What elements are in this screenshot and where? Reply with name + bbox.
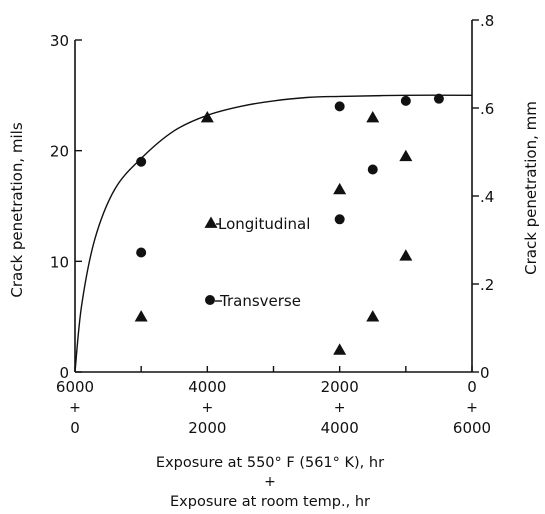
legend: Longitudinal Transverse	[204, 215, 310, 310]
point-transverse	[433, 93, 444, 104]
point-longitudinal	[366, 310, 380, 322]
point-transverse	[334, 101, 345, 112]
x-tick-label-bottom: 6000	[453, 419, 491, 437]
point-transverse	[136, 247, 147, 258]
legend-marker-longitudinal	[204, 216, 221, 228]
tick-labels: 0 10 20 30 0 .2 .4 .6 .8 6000 +0 4000 +2000 2000 +4000…	[50, 12, 494, 437]
y-axis-title-right: Crack penetration, mm	[522, 101, 540, 275]
y-left-tick-label: 30	[50, 32, 69, 50]
y-left-tick-label: 20	[50, 143, 69, 161]
legend-marker-transverse	[205, 295, 222, 305]
x-axis-title-secondary: Exposure at room temp., hr	[170, 494, 370, 510]
tick-marks	[74, 19, 479, 373]
x-axis-title-plus: +	[264, 474, 276, 490]
y-right-tick-label: .2	[480, 276, 494, 294]
point-transverse	[367, 164, 378, 175]
point-longitudinal	[333, 182, 347, 195]
point-longitudinal	[333, 343, 347, 355]
legend-triangle-icon	[204, 216, 218, 228]
fit-curve	[74, 94, 473, 373]
x-tick-label-top: 6000	[56, 378, 94, 396]
x-tick-label-bottom: 2000	[188, 419, 226, 437]
x-tick-label-plus: +	[69, 400, 81, 416]
x-tick-label-bottom: 0	[70, 419, 80, 437]
axes	[74, 20, 473, 373]
x-tick-label-top: 0	[467, 378, 477, 396]
point-transverse	[400, 95, 411, 106]
point-longitudinal	[399, 249, 413, 261]
x-axis-title: Exposure at 550° F (561° K), hr	[156, 455, 384, 471]
y-right-tick-label: 0	[480, 364, 490, 382]
point-longitudinal	[399, 149, 413, 162]
point-transverse	[334, 214, 345, 225]
point-longitudinal	[134, 310, 148, 322]
x-tick-label-bottom: 4000	[321, 419, 359, 437]
y-right-tick-label: .4	[480, 188, 494, 206]
point-transverse	[136, 156, 147, 167]
y-right-tick-label: .8	[480, 12, 494, 30]
x-tick-label-top: 2000	[321, 378, 359, 396]
legend-label-transverse: Transverse	[219, 292, 301, 310]
y-right-tick-label: .6	[480, 100, 494, 118]
point-longitudinal	[366, 110, 380, 123]
y-left-tick-label: 0	[59, 364, 69, 382]
legend-circle-icon	[205, 295, 215, 305]
legend-label-longitudinal: Longitudinal	[218, 215, 310, 233]
data-markers	[134, 93, 444, 355]
y-left-tick-label: 10	[50, 253, 69, 271]
x-tick-label-plus: +	[466, 400, 478, 416]
point-longitudinal	[200, 110, 214, 123]
y-axis-title-left: Crack penetration, mils	[8, 122, 26, 297]
x-tick-label-plus: +	[334, 400, 346, 416]
x-tick-label-plus: +	[201, 400, 213, 416]
x-tick-label-top: 4000	[188, 378, 226, 396]
